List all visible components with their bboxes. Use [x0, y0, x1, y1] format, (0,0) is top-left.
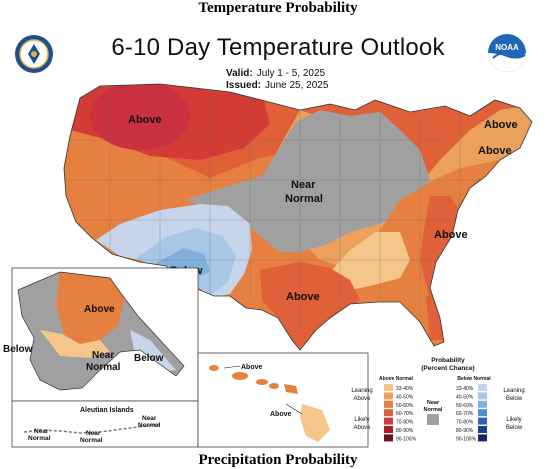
legend-below-range-3: 60-70% [456, 411, 474, 417]
legend-above-swatch-3 [384, 409, 393, 417]
legend-leaning-below-2: Below [506, 396, 523, 402]
aleutian-normal-3: Normal [80, 437, 103, 444]
hawaii-leader-2 [285, 403, 303, 415]
legend-above-range-2: 50-60% [396, 403, 414, 409]
ak-label-normal: Normal [86, 362, 121, 373]
legend-above-range-5: 80-90% [396, 428, 414, 434]
legend-title-2: (Percent Chance) [421, 365, 474, 372]
label-gulf-coast: Above [286, 291, 320, 303]
noaa-logo-text: NOAA [495, 43, 519, 52]
legend-near-swatch [427, 414, 439, 425]
valid-value: July 1 - 5, 2025 [256, 68, 326, 79]
legend-below-range-2: 50-60% [456, 403, 474, 409]
aleutian-near-3: Near [86, 430, 101, 437]
band-above-60-gulf [260, 262, 360, 350]
legend-near-1: Near [427, 400, 440, 406]
band-above-80-nw [90, 84, 190, 150]
valid-label: Valid: [226, 68, 253, 79]
legend-leaning-above-1: Leaning [351, 388, 372, 394]
legend: Probability (Percent Chance) Above Norma… [351, 357, 524, 442]
ak-label-below-east: Below [134, 353, 164, 364]
aleutian-near-2: Near [34, 428, 49, 435]
next-section-heading: Precipitation Probability [198, 452, 358, 468]
label-southeast: Above [434, 229, 468, 241]
aleutian-title: Aleutian Islands [80, 407, 134, 414]
legend-above-swatch-0 [384, 384, 393, 391]
label-near-2: Normal [285, 193, 323, 205]
label-new-england: Above [484, 119, 518, 131]
band-above-33-south [330, 232, 410, 292]
legend-above-swatch-2 [384, 400, 393, 408]
hawaii-islands [209, 365, 330, 442]
legend-likely-above-1: Likely [354, 417, 369, 423]
label-mid-atlantic: Above [478, 145, 512, 157]
alaska-outline [17, 271, 185, 391]
state-lines [66, 86, 480, 330]
aleutian-inset-box [11, 400, 199, 448]
legend-above-swatch-1 [384, 392, 393, 400]
valid-line: Valid: July 1 - 5, 2025 [226, 68, 325, 79]
ak-label-below-west: Below [3, 344, 33, 355]
legend-below-swatches: 33-40% 40-50% 50-60% 60-70% 70-80% 80-90% 90-1… [456, 384, 487, 442]
legend-above-header: Above Normal [379, 376, 414, 382]
map-title: 6-10 Day Temperature Outlook [111, 34, 445, 61]
legend-below-swatch-4 [478, 417, 487, 425]
legend-likely-below-2: Below [506, 425, 523, 431]
label-near-1: Near [291, 179, 316, 191]
legend-below-swatch-5 [478, 426, 487, 433]
legend-above-swatch-4 [384, 417, 393, 425]
page-heading: Temperature Probability [198, 0, 358, 16]
band-near-normal [186, 110, 430, 252]
legend-below-range-4: 70-80% [456, 420, 474, 426]
doc-seal-icon [15, 35, 53, 73]
legend-above-swatch-5 [384, 426, 393, 433]
legend-below-range-5: 80-90% [456, 428, 474, 434]
legend-above-range-0: 33-40% [396, 386, 414, 392]
legend-below-range-1: 40-50% [456, 394, 474, 400]
noaa-logo-icon: NOAA [488, 34, 526, 72]
legend-below-range-0: 33-40% [456, 386, 474, 392]
issued-value: June 25, 2025 [265, 80, 329, 91]
hawaii-leader-1 [223, 365, 241, 369]
legend-leaning-above-2: Above [353, 396, 371, 402]
legend-below-range-6: 90-100% [456, 436, 477, 442]
aleutian-normal-1: Normal [138, 422, 161, 429]
aleutian-chain [23, 423, 161, 434]
legend-below-swatch-6 [478, 434, 487, 442]
hawaii-label-above-1: Above [241, 364, 263, 371]
issued-line: Issued: June 25, 2025 [226, 80, 328, 91]
legend-above-range-6: 90-100% [396, 436, 417, 442]
ak-label-above: Above [84, 304, 115, 315]
legend-below-header: Below Normal [457, 376, 491, 382]
legend-likely-below-1: Likely [506, 417, 521, 423]
legend-below-swatch-2 [478, 400, 487, 408]
legend-above-range-3: 60-70% [396, 411, 414, 417]
legend-above-range-1: 40-50% [396, 394, 414, 400]
issued-label: Issued: [226, 80, 262, 91]
aleutian-near-1: Near [142, 415, 157, 422]
legend-likely-above-2: Above [353, 425, 371, 431]
legend-below-swatch-0 [478, 384, 487, 391]
aleutian-normal-2: Normal [28, 435, 51, 442]
label-northwest: Above [128, 114, 162, 126]
hawaii-inset-box [197, 352, 369, 448]
hawaii-label-above-2: Above [270, 411, 292, 418]
legend-leaning-below-1: Leaning [503, 388, 524, 394]
legend-above-swatch-6 [384, 434, 393, 442]
legend-near-2: Normal [424, 407, 443, 413]
ak-label-near: Near [92, 350, 114, 361]
legend-title-1: Probability [431, 357, 465, 364]
legend-below-swatch-3 [478, 409, 487, 417]
conus-outline [63, 83, 533, 351]
legend-above-range-4: 70-80% [396, 420, 414, 426]
legend-below-swatch-1 [478, 392, 487, 400]
legend-above-swatches: 33-40% 40-50% 50-60% 60-70% 70-80% 80-90% 90-1… [384, 384, 417, 442]
